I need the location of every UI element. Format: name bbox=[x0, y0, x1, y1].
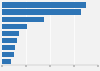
Bar bbox=[2, 45, 15, 50]
Bar bbox=[2, 24, 27, 29]
Bar bbox=[2, 17, 44, 22]
Bar bbox=[2, 38, 17, 43]
Bar bbox=[2, 9, 81, 15]
Bar bbox=[2, 59, 11, 64]
Bar bbox=[2, 2, 86, 8]
Bar bbox=[2, 52, 14, 57]
Bar bbox=[2, 31, 19, 36]
